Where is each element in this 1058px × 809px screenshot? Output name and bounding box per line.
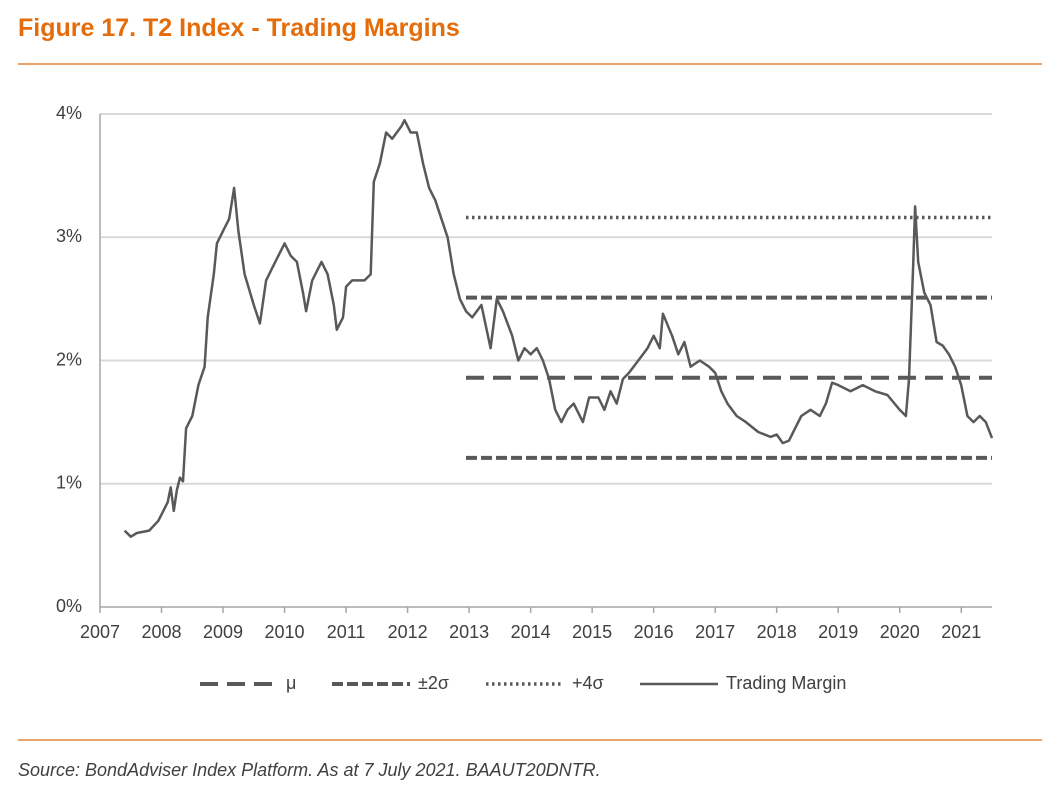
x-tick-label: 2008 <box>141 622 181 642</box>
x-tick-label: 2012 <box>388 622 428 642</box>
x-tick-label: 2014 <box>511 622 551 642</box>
legend-label: ±2σ <box>418 673 449 693</box>
title-rule <box>18 63 1042 65</box>
series-line <box>466 295 992 460</box>
source-note: Source: BondAdviser Index Platform. As a… <box>18 760 601 780</box>
chart: 0% 1% 2% 3% 4% 2007 2008 2009 2010 2011 2012 2013 20… <box>56 103 994 693</box>
x-tick-label: 2011 <box>327 622 366 642</box>
y-tick-label: 4% <box>56 103 82 123</box>
legend-label: μ <box>286 673 296 693</box>
x-tick-label: 2017 <box>695 622 735 642</box>
x-tick-label: 2021 <box>941 622 981 642</box>
y-tick-label: 1% <box>56 473 82 493</box>
x-tick-label: 2020 <box>880 622 920 642</box>
figure-title: Figure 17. T2 Index - Trading Margins <box>18 14 460 42</box>
x-tick-label: 2015 <box>572 622 612 642</box>
legend-label: +4σ <box>572 673 604 693</box>
x-tick-label: 2013 <box>449 622 489 642</box>
y-tick-label: 2% <box>56 349 82 369</box>
x-tick-label: 2016 <box>634 622 674 642</box>
x-tick-label: 2019 <box>818 622 858 642</box>
y-tick-label: 0% <box>56 596 82 616</box>
y-tick-label: 3% <box>56 226 82 246</box>
legend-label: Trading Margin <box>726 673 846 693</box>
x-tick-label: 2010 <box>265 622 305 642</box>
x-tick-label: 2009 <box>203 622 243 642</box>
series-line <box>123 118 994 538</box>
x-tick-label: 2007 <box>80 622 120 642</box>
footer-rule <box>18 739 1042 741</box>
x-tick-label: 2018 <box>757 622 797 642</box>
